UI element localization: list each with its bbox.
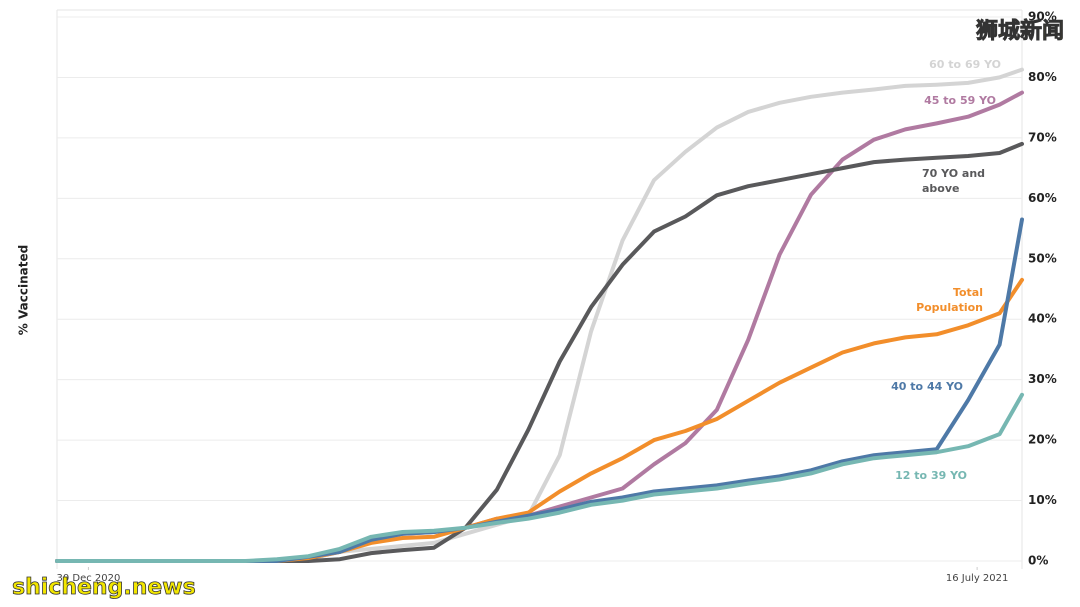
series-label: above <box>922 182 960 195</box>
y-tick-label: 20% <box>1028 433 1057 447</box>
x-tick-label: 16 July 2021 <box>946 573 1009 584</box>
series-line <box>55 392 1024 563</box>
series-label: 40 to 44 YO <box>891 380 963 393</box>
series-label: 60 to 69 YO <box>929 58 1001 71</box>
series-label: 45 to 59 YO <box>924 94 996 107</box>
y-tick-label: 30% <box>1028 372 1057 386</box>
y-tick-label: 70% <box>1028 130 1057 144</box>
watermark: 狮城新闻 <box>976 18 1064 44</box>
y-tick-label: 50% <box>1028 251 1057 265</box>
watermark: shicheng.news <box>12 575 196 600</box>
y-tick-label: 0% <box>1028 554 1048 568</box>
y-tick-label: 40% <box>1028 312 1057 326</box>
y-axis-label: % Vaccinated <box>17 245 31 335</box>
series-label: Population <box>916 301 983 314</box>
series-label: 70 YO and <box>922 167 985 180</box>
series-label: 12 to 39 YO <box>895 469 967 482</box>
series-line <box>55 217 1024 563</box>
y-tick-label: 10% <box>1028 493 1057 507</box>
y-tick-label: 80% <box>1028 70 1057 84</box>
series-line <box>55 277 1024 563</box>
series-line <box>55 67 1024 563</box>
series-label: Total <box>953 286 983 299</box>
x-tick-label: 30 Dec 2020 <box>56 573 120 584</box>
y-tick-label: 90% <box>1028 10 1057 24</box>
y-tick-label: 60% <box>1028 191 1057 205</box>
